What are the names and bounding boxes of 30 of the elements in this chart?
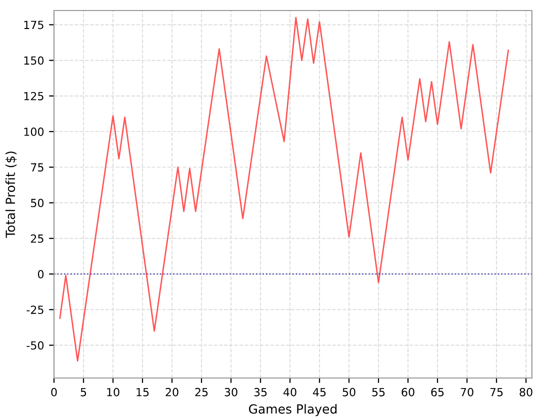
y-tick-label: 50 xyxy=(30,198,44,208)
x-tick-label: 50 xyxy=(342,388,356,396)
y-tick-label: 150 xyxy=(24,56,44,65)
y-tick-label: -25 xyxy=(26,306,44,314)
x-tick-label: 35 xyxy=(254,388,267,396)
x-tick-label: 40 xyxy=(283,388,296,396)
y-tick-label: 100 xyxy=(24,128,44,136)
y-tick-label: -50 xyxy=(26,341,44,350)
x-tick-label: 30 xyxy=(224,388,238,396)
y-tick-label: 25 xyxy=(30,234,44,243)
x-tick-label: 65 xyxy=(431,388,444,396)
x-tick-label: 25 xyxy=(195,388,208,396)
y-tick-label: 175 xyxy=(24,20,44,30)
x-tick-label: 80 xyxy=(520,388,532,396)
x-tick-label: 55 xyxy=(372,388,385,396)
x-tick-label: 60 xyxy=(402,388,414,396)
x-tick-label: 15 xyxy=(136,388,149,396)
y-tick-label: 125 xyxy=(24,92,44,100)
y-tick-label: 75 xyxy=(31,163,44,172)
line-series xyxy=(59,16,509,362)
y-axis-title: Total Profit ($) xyxy=(5,152,17,238)
x-tick-label: 5 xyxy=(80,388,86,396)
y-tick-label: 0 xyxy=(38,270,44,278)
x-tick-label: 70 xyxy=(460,388,474,396)
x-axis-title: Games Played xyxy=(248,404,337,416)
x-tick-label: 10 xyxy=(107,388,120,396)
x-tick-label: 20 xyxy=(166,388,178,396)
x-tick-label: 0 xyxy=(51,388,57,396)
x-tick-label: 45 xyxy=(312,388,326,396)
x-tick-label: 75 xyxy=(490,388,503,396)
